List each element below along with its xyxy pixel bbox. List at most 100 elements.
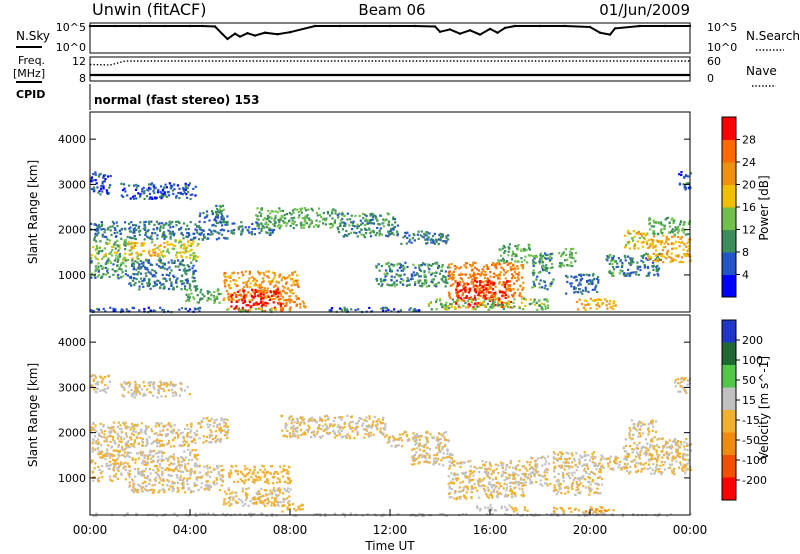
- velocity-pixel: [155, 432, 158, 435]
- velocity-pixel: [171, 389, 174, 392]
- power-pixel: [128, 184, 131, 187]
- power-pixel: [256, 215, 259, 218]
- velocity-pixel: [133, 428, 136, 431]
- velocity-pixel: [167, 480, 170, 483]
- power-pixel: [168, 220, 171, 223]
- power-pixel: [94, 249, 97, 252]
- power-pixel: [219, 229, 222, 232]
- power-pixel: [512, 252, 515, 255]
- power-pixel: [360, 223, 363, 226]
- velocity-pixel: [162, 451, 166, 454]
- power-pixel: [151, 254, 154, 257]
- velocity-pixel: [227, 487, 230, 490]
- velocity-pixel: [193, 432, 196, 435]
- velocity-pixel: [90, 375, 93, 378]
- power-pixel: [648, 219, 651, 222]
- velocity-pixel: [144, 432, 147, 435]
- power-pixel: [645, 274, 648, 277]
- power-pixel: [378, 234, 381, 237]
- power-pixel: [178, 187, 181, 190]
- power-pixel: [134, 281, 137, 285]
- velocity-pixel: [181, 431, 184, 434]
- velocity-pixel: [120, 454, 124, 457]
- velocity-pixel: [105, 439, 108, 442]
- power-pixel: [447, 234, 450, 237]
- power-pixel: [372, 231, 375, 234]
- power-pixel: [607, 256, 610, 259]
- velocity-pixel: [106, 435, 109, 438]
- power-pixel: [199, 298, 202, 301]
- power-pixel: [408, 234, 411, 237]
- power-pixel: [426, 238, 429, 241]
- power-pixel: [256, 303, 259, 306]
- power-pixel: [510, 277, 514, 280]
- velocity-pixel: [219, 438, 223, 441]
- power-pixel: [184, 188, 187, 191]
- power-pixel: [269, 296, 272, 299]
- velocity-pixel: [394, 438, 397, 441]
- velocity-pixel: [112, 425, 115, 428]
- power-pixel: [99, 172, 102, 175]
- power-pixel: [108, 186, 111, 189]
- power-pixel: [545, 257, 548, 260]
- velocity-pixel: [91, 470, 94, 473]
- power-pixel: [312, 225, 316, 228]
- velocity-pixel: [167, 442, 170, 445]
- power-pixel: [149, 254, 152, 257]
- power-cell: [427, 297, 550, 311]
- velocity-pixel: [100, 451, 104, 454]
- power-pixel: [430, 280, 433, 283]
- velocity-pixel: [161, 444, 164, 447]
- power-pixel: [153, 191, 156, 195]
- power-pixel: [198, 310, 201, 313]
- velocity-pixel: [349, 427, 353, 430]
- power-pixel: [371, 212, 374, 215]
- power-pixel: [597, 304, 600, 307]
- power-pixel: [408, 308, 411, 311]
- velocity-pixel: [193, 470, 196, 473]
- velocity-pixel: [117, 457, 120, 460]
- power-pixel: [460, 289, 463, 292]
- power-pixel: [522, 286, 525, 289]
- power-pixel: [532, 255, 535, 258]
- velocity-pixel: [190, 429, 193, 432]
- power-pixel: [387, 235, 390, 238]
- power-pixel: [264, 304, 267, 307]
- power-pixel: [150, 196, 153, 199]
- velocity-pixel: [167, 389, 170, 392]
- velocity-pixel: [147, 455, 150, 458]
- power-pixel: [214, 230, 217, 233]
- power-pixel: [282, 296, 285, 299]
- power-pixel: [117, 249, 120, 252]
- power-pixel: [254, 307, 258, 311]
- power-pixel: [611, 271, 615, 274]
- power-pixel: [148, 283, 151, 286]
- power-pixel: [254, 295, 257, 298]
- power-pixel: [584, 286, 587, 289]
- power-pixel: [437, 242, 440, 246]
- velocity-pixel: [139, 484, 142, 487]
- power-pixel: [549, 255, 552, 258]
- power-pixel: [173, 259, 176, 263]
- velocity-pixel: [157, 469, 160, 472]
- power-pixel: [649, 228, 652, 231]
- power-pixel: [642, 261, 645, 264]
- power-pixel: [405, 232, 408, 235]
- power-pixel: [244, 309, 247, 312]
- velocity-pixel: [292, 418, 295, 421]
- power-pixel: [500, 301, 503, 304]
- velocity-pixel: [234, 500, 237, 503]
- velocity-pixel: [220, 469, 223, 472]
- power-pixel: [94, 255, 97, 258]
- power-pixel: [235, 305, 238, 308]
- power-pixel: [283, 286, 286, 289]
- power-pixel: [376, 231, 379, 235]
- velocity-pixel: [124, 427, 127, 430]
- power-pixel: [537, 271, 540, 274]
- velocity-pixel: [259, 469, 262, 472]
- power-pixel: [499, 254, 503, 257]
- power-pixel: [375, 278, 378, 281]
- power-pixel: [128, 276, 132, 279]
- power-pixel: [490, 294, 493, 297]
- power-pixel: [281, 277, 284, 280]
